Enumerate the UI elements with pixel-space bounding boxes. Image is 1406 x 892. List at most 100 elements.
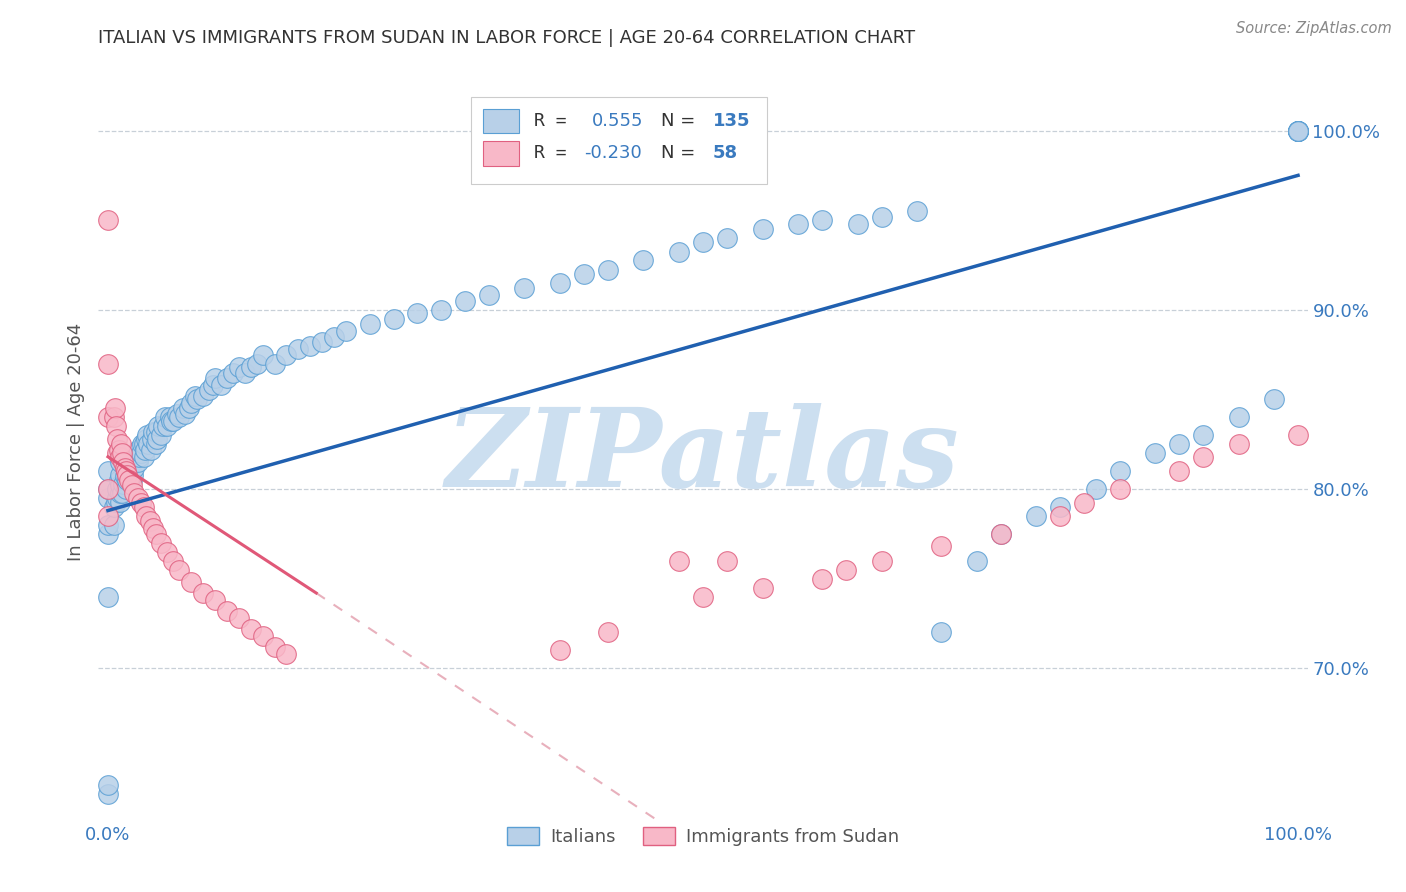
Point xyxy=(166,407,188,421)
Point xyxy=(668,554,690,568)
Point xyxy=(103,517,125,532)
Point xyxy=(1108,464,1130,478)
Point xyxy=(97,491,120,505)
Point xyxy=(135,508,157,523)
Point xyxy=(162,414,184,428)
Point xyxy=(201,378,224,392)
Point xyxy=(222,366,245,380)
Point xyxy=(1108,482,1130,496)
Point xyxy=(145,526,167,541)
Point xyxy=(127,442,149,457)
Point xyxy=(215,604,238,618)
Point xyxy=(548,643,571,657)
Point xyxy=(117,455,139,469)
Point xyxy=(323,329,346,343)
Point xyxy=(751,222,773,236)
Point xyxy=(169,563,191,577)
Point xyxy=(108,494,131,508)
Point xyxy=(966,554,988,568)
Point xyxy=(111,485,134,500)
Legend: Italians, Immigrants from Sudan: Italians, Immigrants from Sudan xyxy=(499,820,907,854)
Point xyxy=(115,473,138,487)
Point xyxy=(233,366,256,380)
Point xyxy=(124,450,146,464)
Point xyxy=(1227,437,1250,451)
Point xyxy=(103,500,125,514)
Point xyxy=(138,437,160,451)
Point xyxy=(97,787,120,801)
Point xyxy=(1144,446,1167,460)
Point xyxy=(114,460,136,475)
Point xyxy=(104,401,127,416)
Point xyxy=(406,306,429,320)
Point xyxy=(118,460,141,475)
Point xyxy=(513,281,536,295)
Point xyxy=(382,311,405,326)
Point xyxy=(787,217,810,231)
Text: ITALIAN VS IMMIGRANTS FROM SUDAN IN LABOR FORCE | AGE 20-64 CORRELATION CHART: ITALIAN VS IMMIGRANTS FROM SUDAN IN LABO… xyxy=(98,29,915,47)
Point xyxy=(252,348,274,362)
Point xyxy=(246,357,269,371)
Text: 0.555: 0.555 xyxy=(592,112,644,130)
Point xyxy=(103,410,125,425)
Point xyxy=(132,437,155,451)
Point xyxy=(107,473,129,487)
Point xyxy=(751,581,773,595)
Point xyxy=(142,521,165,535)
Point xyxy=(198,384,221,398)
Point xyxy=(122,467,145,482)
Point xyxy=(929,625,952,640)
Point xyxy=(929,540,952,554)
Point xyxy=(169,410,191,425)
Point xyxy=(1073,496,1095,510)
Point xyxy=(150,428,173,442)
Point xyxy=(122,485,145,500)
Point xyxy=(156,419,179,434)
Point xyxy=(905,204,928,219)
Y-axis label: In Labor Force | Age 20-64: In Labor Force | Age 20-64 xyxy=(66,322,84,561)
Point xyxy=(1286,123,1309,137)
Point xyxy=(108,455,131,469)
Point xyxy=(160,414,183,428)
Point xyxy=(107,446,129,460)
Point xyxy=(142,425,165,439)
Point xyxy=(97,778,120,792)
Point xyxy=(1025,508,1047,523)
Point xyxy=(1286,123,1309,137)
Point xyxy=(311,334,333,349)
Point xyxy=(108,485,131,500)
Point xyxy=(156,545,179,559)
Text: 58: 58 xyxy=(713,145,738,162)
Point xyxy=(990,526,1012,541)
Point xyxy=(184,389,207,403)
Point xyxy=(1084,482,1107,496)
Point xyxy=(105,494,128,508)
Point xyxy=(138,514,160,528)
Point xyxy=(114,482,136,496)
Point xyxy=(97,526,120,541)
Point xyxy=(835,563,858,577)
Point xyxy=(811,213,834,227)
Point xyxy=(1286,123,1309,137)
Point xyxy=(1286,123,1309,137)
FancyBboxPatch shape xyxy=(482,141,519,166)
Point xyxy=(596,263,619,277)
Point xyxy=(596,625,619,640)
Point xyxy=(145,437,167,451)
Point xyxy=(108,478,131,492)
Point xyxy=(228,611,250,625)
Point xyxy=(129,446,152,460)
Point xyxy=(716,231,738,245)
Point xyxy=(97,357,120,371)
Point xyxy=(121,473,143,487)
Point xyxy=(180,575,202,590)
Point xyxy=(1168,464,1191,478)
Point xyxy=(276,647,298,661)
Point xyxy=(215,371,238,385)
Point xyxy=(105,419,128,434)
Point xyxy=(114,464,136,478)
Point xyxy=(633,252,655,267)
Point xyxy=(692,590,714,604)
Point xyxy=(191,586,214,600)
Text: Source: ZipAtlas.com: Source: ZipAtlas.com xyxy=(1236,21,1392,36)
